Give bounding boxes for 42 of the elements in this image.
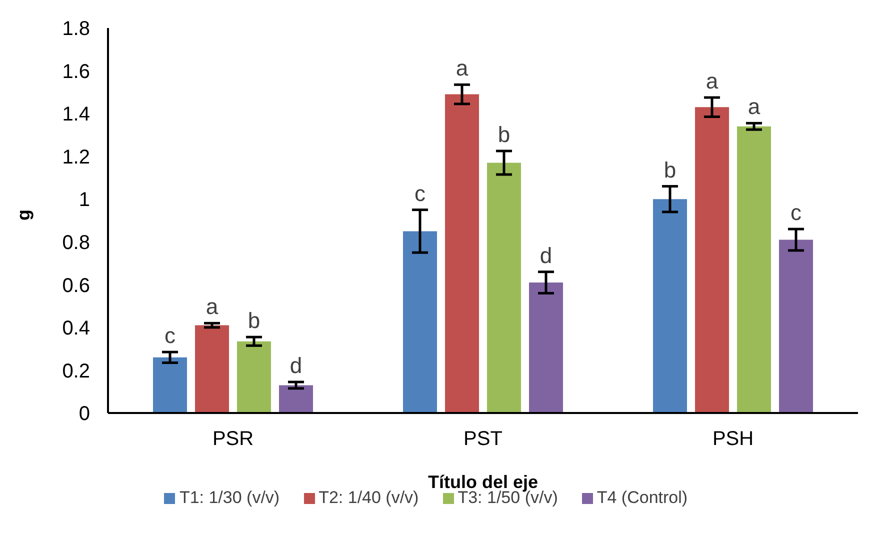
data-label: c bbox=[414, 180, 426, 206]
y-tick-label: 1.4 bbox=[62, 104, 90, 126]
bar bbox=[237, 341, 271, 413]
legend-label: T4 (Control) bbox=[596, 488, 688, 507]
bar bbox=[487, 162, 521, 413]
data-label: d bbox=[290, 352, 302, 378]
bar bbox=[779, 240, 813, 413]
legend-label: T2: 1/40 (v/v) bbox=[318, 488, 419, 507]
data-label: d bbox=[540, 242, 552, 268]
y-tick-label: 1.8 bbox=[62, 18, 90, 40]
bar bbox=[279, 385, 313, 413]
y-tick-label: 0.2 bbox=[62, 360, 90, 382]
data-label: a bbox=[456, 56, 469, 81]
legend-label: T1: 1/30 (v/v) bbox=[179, 488, 280, 507]
x-tick-label: PSH bbox=[712, 428, 754, 450]
data-label: c bbox=[164, 323, 176, 348]
bar bbox=[445, 94, 479, 413]
y-axis-title: g bbox=[13, 210, 34, 220]
y-tick-label: 1.2 bbox=[62, 146, 90, 168]
y-tick-label: 0.8 bbox=[62, 232, 90, 254]
data-label: b bbox=[248, 308, 260, 334]
data-label: b bbox=[664, 157, 676, 182]
bar bbox=[695, 107, 729, 413]
bar bbox=[653, 199, 687, 413]
bar bbox=[153, 357, 187, 413]
data-label: a bbox=[206, 294, 219, 320]
y-tick-label: 1.6 bbox=[62, 60, 90, 83]
bar bbox=[737, 126, 771, 413]
bar bbox=[403, 231, 437, 413]
y-tick-label: 0.6 bbox=[62, 274, 90, 297]
data-label: a bbox=[706, 68, 719, 94]
y-tick-label: 0.4 bbox=[62, 318, 90, 340]
data-label: b bbox=[498, 122, 510, 147]
x-tick-label: PSR bbox=[212, 428, 254, 450]
bar bbox=[529, 282, 563, 413]
data-label: a bbox=[748, 94, 761, 120]
data-label: c bbox=[790, 200, 802, 226]
x-tick-label: PST bbox=[464, 428, 502, 450]
bar bbox=[195, 325, 229, 413]
y-tick-label: 0 bbox=[78, 403, 90, 426]
x-axis-title: Título del eje bbox=[428, 472, 538, 492]
y-tick-label: 1 bbox=[78, 189, 90, 212]
